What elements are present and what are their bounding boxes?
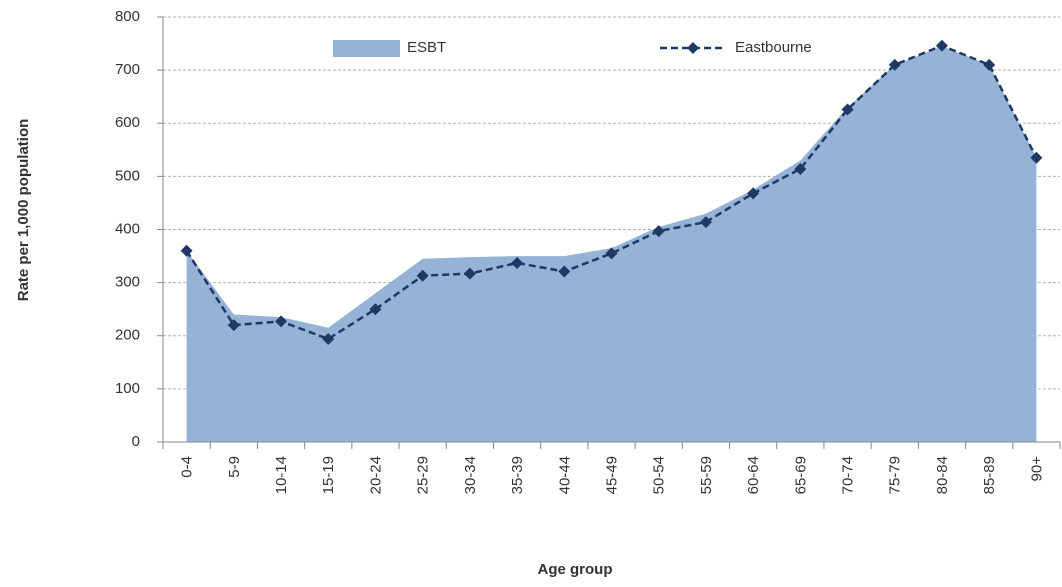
x-tick-label: 55-59 [698, 456, 715, 494]
legend-marker [687, 42, 699, 54]
legend-swatch [333, 40, 400, 57]
x-tick-label: 30-34 [462, 456, 479, 494]
y-tick-label: 0 [132, 433, 140, 450]
marker [652, 225, 665, 238]
marker [463, 267, 476, 280]
area [186, 46, 1037, 442]
marker [275, 315, 288, 328]
x-tick-label: 45-49 [603, 456, 620, 494]
marker [180, 244, 193, 257]
y-axis-title: Rate per 1,000 population [15, 119, 32, 302]
x-tick-label: 15-19 [320, 456, 337, 494]
marker [322, 332, 335, 345]
x-tick-label: 0-4 [179, 456, 196, 478]
marker [935, 39, 948, 52]
marker [1030, 151, 1043, 164]
marker [605, 247, 618, 260]
y-tick-label: 600 [115, 114, 140, 131]
marker [416, 269, 429, 282]
y-tick-label: 300 [115, 274, 140, 291]
y-tick-label: 400 [115, 220, 140, 237]
marker [511, 256, 524, 269]
marker [794, 162, 807, 175]
marker [841, 103, 854, 116]
x-axis-title: Age group [538, 561, 613, 578]
y-tick-label: 200 [115, 327, 140, 344]
x-tick-label: 25-29 [415, 456, 432, 494]
marker [699, 216, 712, 229]
x-tick-label: 40-44 [556, 456, 573, 494]
marker [983, 58, 996, 71]
x-tick-label: 20-24 [367, 456, 384, 494]
x-tick-label: 90+ [1028, 456, 1045, 482]
x-tick-label: 75-79 [887, 456, 904, 494]
marker [369, 303, 382, 316]
marker [558, 265, 571, 278]
y-tick-label: 500 [115, 167, 140, 184]
y-tick-label: 700 [115, 61, 140, 78]
x-tick-label: 70-74 [840, 456, 857, 494]
x-tick-label: 60-64 [745, 456, 762, 494]
x-tick-label: 80-84 [934, 456, 951, 494]
x-tick-label: 35-39 [509, 456, 526, 494]
x-tick-label: 50-54 [651, 456, 668, 494]
x-tick-label: 85-89 [981, 456, 998, 494]
y-tick-label: 800 [115, 8, 140, 25]
y-tick-label: 100 [115, 380, 140, 397]
marker [227, 319, 240, 332]
legend-label: ESBT [407, 39, 446, 56]
x-tick-label: 65-69 [792, 456, 809, 494]
marker [747, 187, 760, 200]
x-tick-label: 5-9 [226, 456, 243, 478]
x-tick-label: 10-14 [273, 456, 290, 494]
marker [888, 58, 901, 71]
legend-label: Eastbourne [735, 39, 812, 56]
